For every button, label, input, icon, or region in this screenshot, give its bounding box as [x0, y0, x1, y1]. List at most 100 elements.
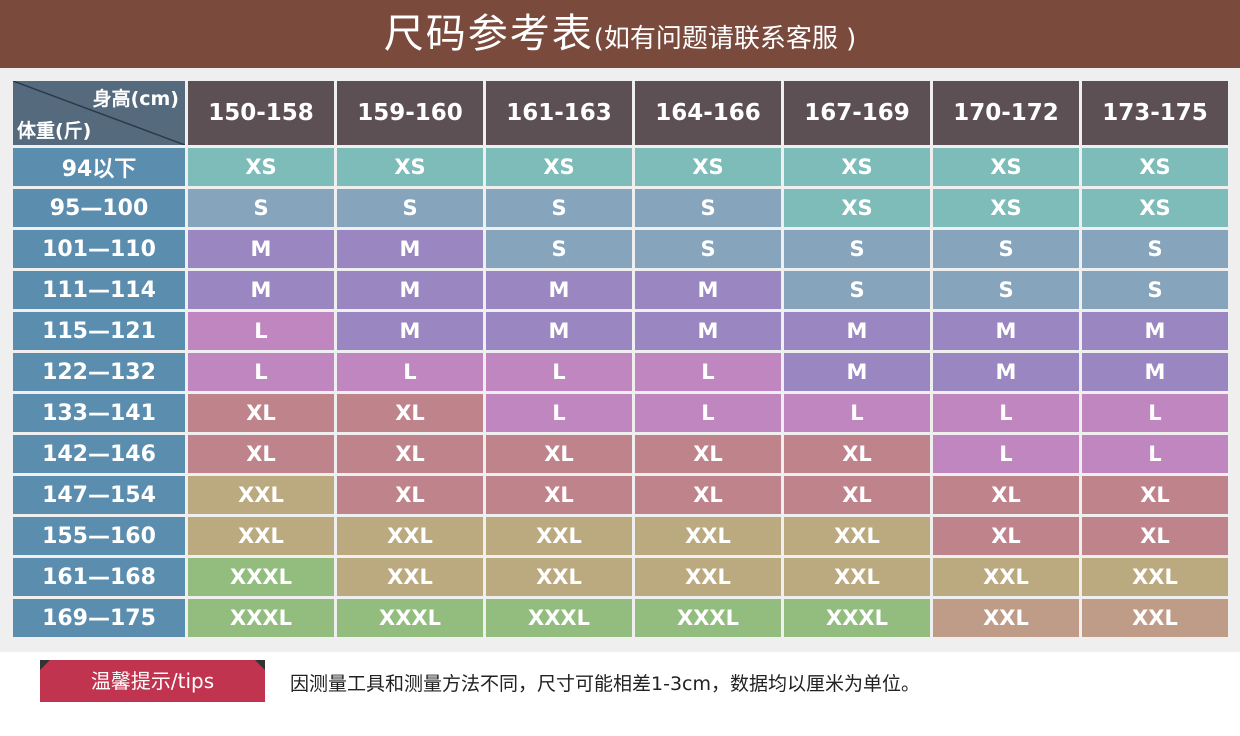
- size-cell: XXL: [486, 558, 632, 596]
- size-cell: XXL: [1082, 599, 1228, 637]
- table-body: 94以下 XS XS XS XS XS XS XS 95—100 S S S S XS XS XS 101—11…: [13, 148, 1228, 637]
- size-cell: M: [784, 312, 930, 350]
- table-row: 155—160 XXL XXL XXL XXL XXL XL XL: [13, 517, 1228, 555]
- size-cell: XL: [933, 517, 1079, 555]
- height-column-header: 164-166: [635, 81, 781, 145]
- size-cell: XXXL: [188, 599, 334, 637]
- size-cell: XL: [1082, 517, 1228, 555]
- size-cell: L: [337, 353, 483, 391]
- size-chart-table: 身高(cm) 体重(斤) 150-158 159-160 161-163 164-16…: [10, 78, 1231, 640]
- size-cell: S: [933, 271, 1079, 309]
- size-cell: L: [486, 394, 632, 432]
- size-cell: M: [188, 271, 334, 309]
- size-cell: XS: [635, 148, 781, 186]
- size-cell: M: [337, 271, 483, 309]
- size-cell: XL: [337, 394, 483, 432]
- weight-row-header: 161—168: [13, 558, 185, 596]
- diagonal-divider: [13, 81, 185, 145]
- table-row: 101—110 M M S S S S S: [13, 230, 1228, 268]
- height-column-header: 150-158: [188, 81, 334, 145]
- size-cell: L: [1082, 394, 1228, 432]
- table-row: 95—100 S S S S XS XS XS: [13, 189, 1228, 227]
- height-axis-label: 身高(cm): [92, 88, 179, 110]
- size-cell: M: [337, 312, 483, 350]
- weight-row-header: 142—146: [13, 435, 185, 473]
- table-row: 169—175 XXXL XXXL XXXL XXXL XXXL XXL XXL: [13, 599, 1228, 637]
- size-cell: M: [784, 353, 930, 391]
- tips-badge: 温馨提示/tips: [40, 660, 265, 702]
- page-title: 尺码参考表: [383, 11, 594, 57]
- title-banner: 尺码参考表(如有问题请联系客服 ): [0, 0, 1240, 68]
- size-cell: XXXL: [486, 599, 632, 637]
- size-chart-panel: 身高(cm) 体重(斤) 150-158 159-160 161-163 164-16…: [0, 68, 1240, 652]
- title-note: (如有问题请联系客服 ): [593, 24, 857, 54]
- size-cell: XL: [933, 476, 1079, 514]
- size-cell: XXL: [784, 558, 930, 596]
- size-cell: XL: [486, 435, 632, 473]
- size-cell: XL: [486, 476, 632, 514]
- weight-row-header: 122—132: [13, 353, 185, 391]
- size-cell: M: [337, 230, 483, 268]
- size-cell: L: [635, 353, 781, 391]
- weight-row-header: 111—114: [13, 271, 185, 309]
- size-cell: M: [1082, 312, 1228, 350]
- tips-text: 因测量工具和测量方法不同，尺寸可能相差1-3cm，数据均以厘米为单位。: [290, 673, 920, 695]
- size-cell: XXL: [635, 517, 781, 555]
- size-cell: M: [1082, 353, 1228, 391]
- height-column-header: 173-175: [1082, 81, 1228, 145]
- size-cell: S: [784, 230, 930, 268]
- size-cell: XL: [784, 476, 930, 514]
- size-cell: XXL: [337, 558, 483, 596]
- table-row: 94以下 XS XS XS XS XS XS XS: [13, 148, 1228, 186]
- size-cell: M: [635, 312, 781, 350]
- table-row: 142—146 XL XL XL XL XL L L: [13, 435, 1228, 473]
- height-column-header: 170-172: [933, 81, 1079, 145]
- height-column-header: 161-163: [486, 81, 632, 145]
- size-cell: XXL: [188, 476, 334, 514]
- size-cell: M: [188, 230, 334, 268]
- height-column-header: 159-160: [337, 81, 483, 145]
- size-cell: XXXL: [784, 599, 930, 637]
- size-cell: XS: [784, 148, 930, 186]
- table-row: 161—168 XXXL XXL XXL XXL XXL XXL XXL: [13, 558, 1228, 596]
- size-cell: XS: [337, 148, 483, 186]
- size-cell: S: [188, 189, 334, 227]
- size-cell: XS: [933, 148, 1079, 186]
- table-row: 133—141 XL XL L L L L L: [13, 394, 1228, 432]
- size-cell: XXL: [933, 599, 1079, 637]
- size-cell: S: [1082, 230, 1228, 268]
- size-cell: XXL: [635, 558, 781, 596]
- size-cell: XXL: [486, 517, 632, 555]
- size-cell: XXL: [933, 558, 1079, 596]
- weight-row-header: 155—160: [13, 517, 185, 555]
- corner-header: 身高(cm) 体重(斤): [13, 81, 185, 145]
- table-row: 122—132 L L L L M M M: [13, 353, 1228, 391]
- size-cell: XL: [1082, 476, 1228, 514]
- size-cell: XL: [635, 476, 781, 514]
- weight-row-header: 95—100: [13, 189, 185, 227]
- weight-axis-label: 体重(斤): [17, 120, 92, 142]
- weight-row-header: 169—175: [13, 599, 185, 637]
- size-cell: XL: [635, 435, 781, 473]
- size-cell: XL: [337, 476, 483, 514]
- size-cell: L: [933, 435, 1079, 473]
- size-cell: XL: [784, 435, 930, 473]
- size-cell: XS: [784, 189, 930, 227]
- size-cell: L: [635, 394, 781, 432]
- weight-row-header: 133—141: [13, 394, 185, 432]
- size-cell: XL: [188, 435, 334, 473]
- weight-row-header: 94以下: [13, 148, 185, 186]
- weight-row-header: 101—110: [13, 230, 185, 268]
- size-cell: L: [933, 394, 1079, 432]
- size-cell: XS: [933, 189, 1079, 227]
- header-row: 身高(cm) 体重(斤) 150-158 159-160 161-163 164-16…: [13, 81, 1228, 145]
- size-cell: L: [188, 312, 334, 350]
- table-row: 111—114 M M M M S S S: [13, 271, 1228, 309]
- size-cell: S: [1082, 271, 1228, 309]
- size-cell: S: [635, 230, 781, 268]
- size-cell: XXL: [337, 517, 483, 555]
- size-cell: L: [486, 353, 632, 391]
- size-cell: M: [486, 271, 632, 309]
- size-cell: XS: [1082, 189, 1228, 227]
- size-cell: M: [486, 312, 632, 350]
